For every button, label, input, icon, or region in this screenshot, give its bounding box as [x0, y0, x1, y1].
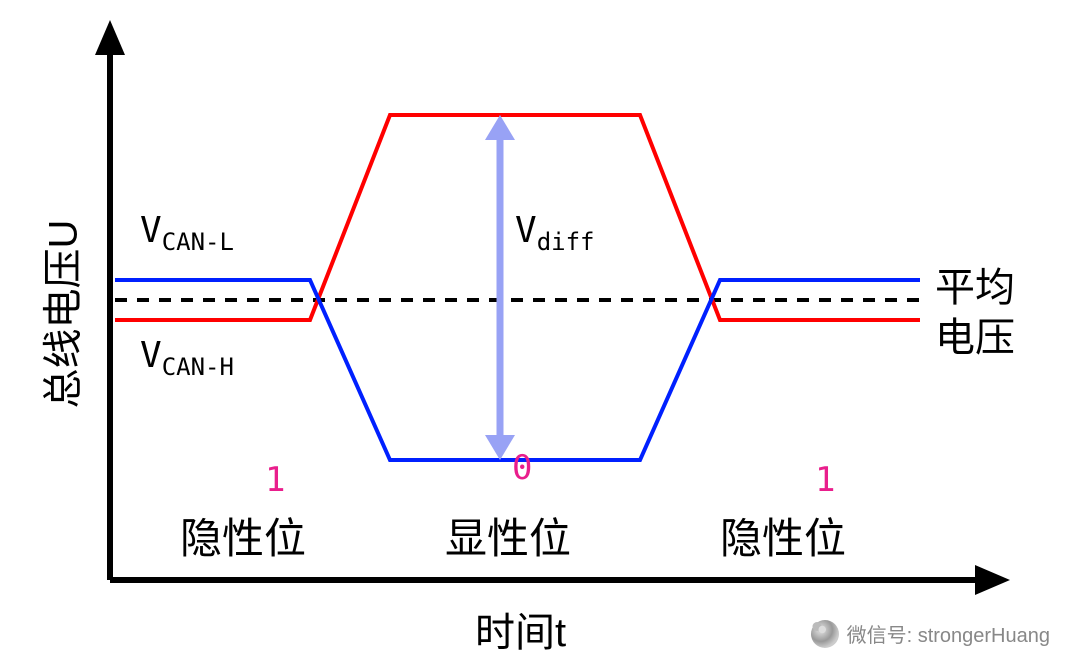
- diagram-container: 总线电压U 时间t VCAN-L VCAN-H Vdiff 平均 电压 1 0 …: [0, 0, 1080, 668]
- vcan-l-label: VCAN-L: [140, 210, 234, 256]
- wechat-icon: [811, 620, 839, 648]
- can-h-signal: [115, 280, 920, 460]
- vdiff-label: Vdiff: [515, 210, 594, 256]
- vdiff-arrow-down: [485, 435, 515, 460]
- vcan-h-label: VCAN-H: [140, 335, 234, 381]
- bit-value-1: 0: [512, 448, 532, 488]
- y-axis-arrow: [95, 20, 125, 55]
- x-axis-arrow: [975, 565, 1010, 595]
- vdiff-arrow-up: [485, 115, 515, 140]
- bit-label-1: 显性位: [445, 505, 571, 566]
- avg-label-2: 电压: [935, 305, 1015, 363]
- bit-label-0: 隐性位: [180, 505, 306, 566]
- bit-value-2: 1: [815, 460, 835, 500]
- bit-label-2: 隐性位: [720, 505, 846, 566]
- x-axis-label: 时间t: [475, 600, 566, 658]
- watermark: 微信号: strongerHuang: [811, 619, 1050, 648]
- watermark-text: 微信号: strongerHuang: [847, 619, 1050, 648]
- bit-value-0: 1: [265, 460, 285, 500]
- y-axis-label: 总线电压U: [30, 220, 88, 409]
- diagram-svg: [0, 0, 1080, 668]
